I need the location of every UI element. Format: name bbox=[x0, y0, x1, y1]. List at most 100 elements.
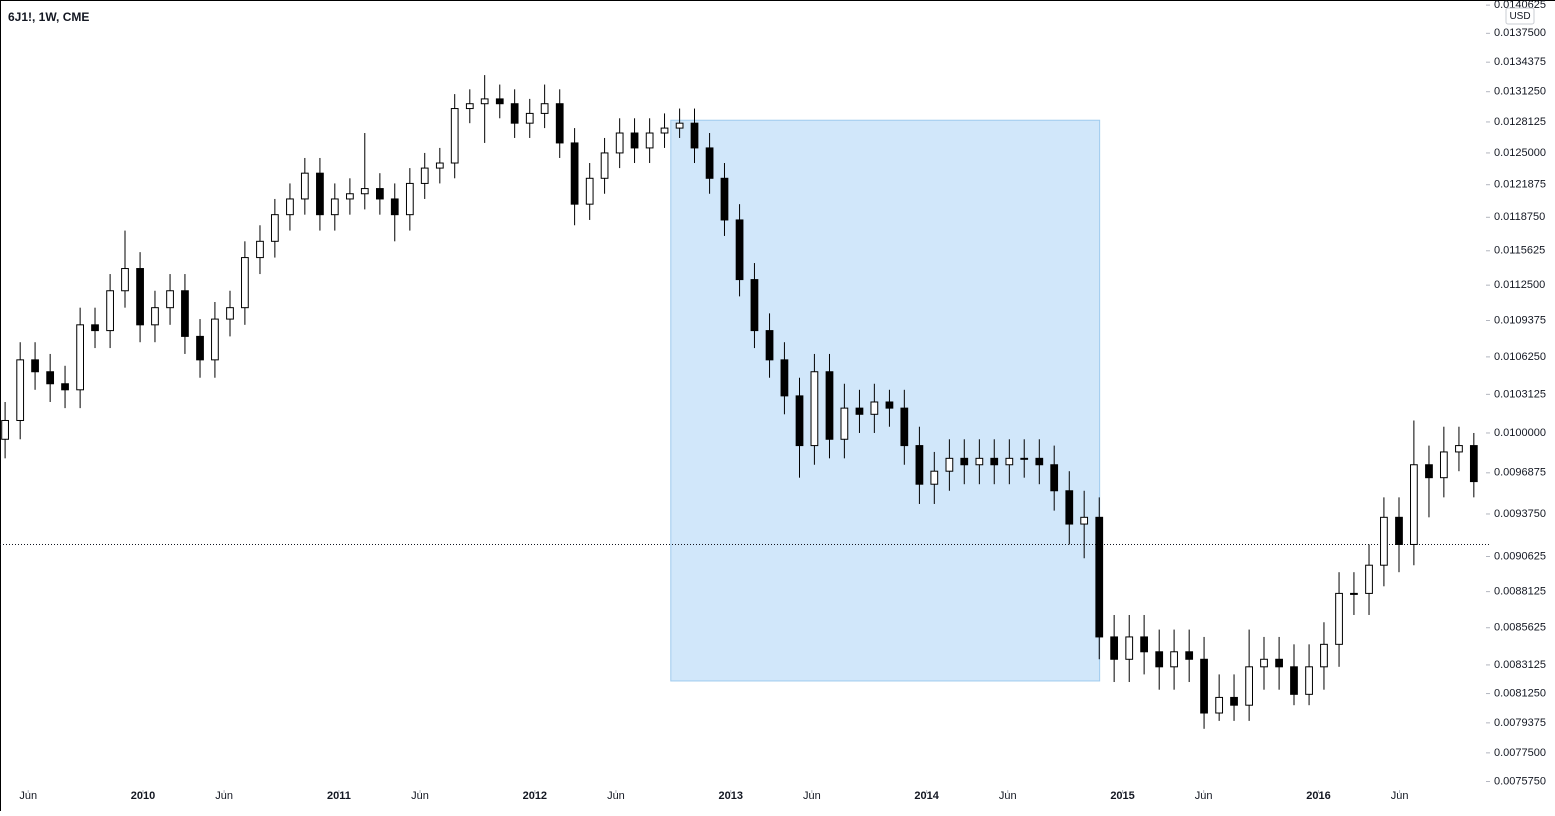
candle-body bbox=[1320, 643, 1328, 668]
y-tick-label: 0.0115625 bbox=[1494, 245, 1545, 257]
candle-body bbox=[151, 307, 159, 326]
x-tick-label: Jun bbox=[803, 790, 821, 802]
candle-body bbox=[226, 307, 234, 320]
candle-body bbox=[705, 147, 714, 179]
candle-body bbox=[1455, 445, 1463, 453]
candle-body bbox=[405, 182, 414, 216]
candle-body bbox=[870, 401, 879, 415]
candle-body bbox=[930, 470, 939, 485]
candle-body bbox=[1005, 457, 1014, 466]
y-tick-label: 0.0096875 bbox=[1494, 467, 1546, 479]
candle-body bbox=[660, 127, 669, 134]
candle-body bbox=[1200, 658, 1208, 714]
x-tick-label: Jun bbox=[411, 790, 429, 802]
candle-body bbox=[1, 419, 9, 440]
x-tick-label: 2015 bbox=[1110, 790, 1134, 802]
candle-body bbox=[1095, 516, 1104, 638]
candle-body bbox=[840, 407, 849, 440]
candle-body bbox=[106, 290, 114, 332]
candle-body bbox=[1035, 457, 1044, 466]
y-tick-label: 0.0090625 bbox=[1494, 550, 1546, 562]
highlight-box bbox=[670, 119, 1101, 682]
y-tick-label: 0.0088125 bbox=[1494, 586, 1546, 598]
candle-body bbox=[1155, 651, 1164, 668]
y-tick-label: 0.0137500 bbox=[1494, 27, 1546, 39]
x-tick-label: Jun bbox=[215, 790, 233, 802]
candle-body bbox=[675, 122, 684, 129]
x-tick-label: 2012 bbox=[523, 790, 547, 802]
candle-body bbox=[1140, 636, 1148, 653]
candle-body bbox=[510, 103, 519, 124]
y-tick-label: 0.0083125 bbox=[1494, 659, 1546, 671]
candle-body bbox=[1290, 666, 1298, 695]
candle-body bbox=[1335, 592, 1343, 645]
x-tick-label: 2013 bbox=[719, 790, 743, 802]
candle-body bbox=[825, 371, 834, 440]
x-tick-label: Jun bbox=[19, 790, 37, 802]
candle-body bbox=[735, 219, 744, 281]
candle-body bbox=[1020, 457, 1029, 460]
candle-body bbox=[196, 335, 204, 361]
candle-body bbox=[1185, 651, 1194, 660]
chart-title: 6J1!, 1W, CME bbox=[8, 10, 89, 24]
candle-body bbox=[375, 188, 384, 200]
candle-body bbox=[1275, 658, 1283, 668]
candle-body bbox=[945, 457, 954, 472]
y-tick-label: 0.0106250 bbox=[1494, 351, 1546, 363]
x-tick-label: Jun bbox=[607, 790, 625, 802]
candle-body bbox=[121, 268, 129, 292]
candle-body bbox=[420, 167, 429, 184]
candle-body bbox=[1065, 490, 1074, 525]
candle-body bbox=[540, 103, 549, 114]
candle-body bbox=[300, 172, 309, 200]
candle-body bbox=[435, 162, 444, 169]
candle-body bbox=[1050, 464, 1059, 492]
candle-body bbox=[585, 177, 594, 205]
candle-body bbox=[330, 198, 339, 216]
candle-body bbox=[270, 214, 279, 242]
candle-body bbox=[525, 112, 534, 124]
candle-body bbox=[76, 324, 84, 391]
candle-body bbox=[1350, 592, 1358, 595]
candle-body bbox=[1439, 451, 1448, 479]
candle-body bbox=[1380, 516, 1388, 566]
candle-body bbox=[136, 268, 144, 326]
candle-body bbox=[46, 371, 55, 385]
candle-body bbox=[1080, 516, 1089, 525]
y-tick-label: 0.0112500 bbox=[1494, 279, 1545, 291]
candle-body bbox=[915, 445, 924, 485]
candle-body bbox=[450, 108, 459, 164]
y-tick-label: 0.0085625 bbox=[1494, 622, 1546, 634]
y-tick-label: 0.0109375 bbox=[1494, 314, 1546, 326]
candle-body bbox=[750, 279, 759, 332]
candle-body bbox=[31, 359, 39, 373]
currency-badge bbox=[1505, 7, 1535, 25]
y-tick-label: 0.0075750 bbox=[1494, 775, 1546, 787]
candle-body bbox=[645, 132, 654, 149]
candle-body bbox=[990, 457, 999, 466]
candle-body bbox=[855, 407, 864, 415]
candle-body bbox=[1260, 658, 1268, 668]
candle-body bbox=[570, 142, 579, 205]
y-tick-label: 0.0079375 bbox=[1494, 717, 1546, 729]
currency-label: USD bbox=[1509, 11, 1530, 22]
candle-body bbox=[1110, 636, 1119, 660]
y-tick-label: 0.0081250 bbox=[1494, 687, 1546, 699]
candle-body bbox=[465, 103, 474, 110]
candle-body bbox=[166, 290, 174, 309]
x-tick-label: 2014 bbox=[914, 790, 939, 802]
x-tick-label: Jun bbox=[999, 790, 1017, 802]
x-tick-label: Jun bbox=[1391, 790, 1409, 802]
y-tick-label: 0.0100000 bbox=[1494, 427, 1546, 439]
y-tick-label: 0.0140625 bbox=[1494, 0, 1546, 11]
x-tick-label: Jun bbox=[1195, 790, 1213, 802]
candle-body bbox=[1125, 636, 1134, 660]
candle-body bbox=[780, 359, 789, 397]
y-tick-label: 0.0093750 bbox=[1494, 508, 1546, 520]
candle-body bbox=[61, 383, 69, 391]
candle-body bbox=[1410, 464, 1418, 545]
candle-body bbox=[1395, 516, 1403, 545]
candle-body bbox=[316, 172, 324, 216]
candle-body bbox=[555, 103, 564, 144]
